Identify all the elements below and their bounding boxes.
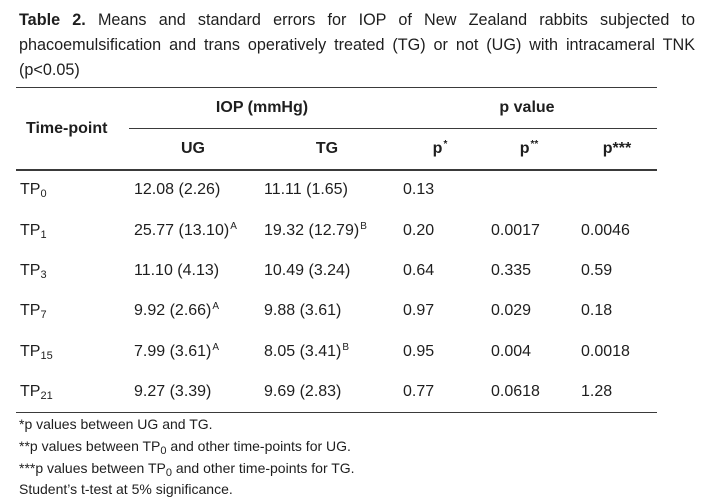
cell-p1: 0.13 [403, 181, 435, 198]
ug-value: 9.27 (3.39) [134, 383, 212, 400]
cell-tg: 8.05 (3.41)B [264, 342, 349, 364]
ug-value: 25.77 (13.10) [134, 222, 230, 239]
header-tg: TG [315, 140, 339, 157]
cell-ug: 9.27 (3.39) [134, 382, 212, 404]
cell-ug: 7.99 (3.61)A [134, 342, 219, 364]
footnote-1: *p values between UG and TG. [19, 416, 213, 432]
ug-sup: A [230, 221, 237, 232]
table-label: Table 2. [19, 11, 86, 29]
ug-value: 7.99 (3.61) [134, 343, 212, 360]
tg-sup: B [342, 342, 350, 353]
cell-timepoint: TP15 [20, 342, 53, 363]
header-p-ug-vs-tg: p* [433, 139, 448, 161]
cell-ug: 9.92 (2.66)A [134, 301, 219, 323]
footnote-3-text: ***p values between TP [19, 460, 166, 476]
cell-tg: 19.32 (12.79)B [264, 221, 367, 243]
footnote-4: Student’s t-test at 5% significance. [19, 481, 233, 497]
cell-p1: 0.20 [403, 222, 435, 239]
timepoint-sub: 1 [40, 229, 47, 241]
cell-p3: 0.0018 [581, 343, 630, 360]
timepoint-label: TP [20, 222, 41, 239]
timepoint-sub: 15 [40, 350, 53, 362]
table-top-rule [16, 87, 657, 88]
cell-p1: 0.64 [403, 262, 435, 279]
tg-value: 19.32 (12.79) [264, 222, 360, 239]
header-timepoint: Time-point [26, 120, 108, 137]
cell-p2: 0.004 [491, 343, 532, 360]
footnote-2-tail: and other time-points for UG. [166, 438, 351, 454]
footnote-2-text: **p values between TP [19, 438, 161, 454]
cell-timepoint: TP21 [20, 382, 53, 403]
footnote-3: ***p values between TP0 and other time-p… [19, 458, 355, 480]
tg-value: 9.69 (2.83) [264, 383, 342, 400]
cell-timepoint: TP7 [20, 301, 47, 322]
timepoint-sub: 7 [40, 309, 47, 321]
tg-value: 8.05 (3.41) [264, 343, 342, 360]
cell-p3: 0.59 [581, 262, 613, 279]
header-p1-label: p [432, 140, 443, 157]
cell-p1: 0.97 [403, 302, 435, 319]
cell-p1: 0.95 [403, 343, 435, 360]
footnote-2: **p values between TP0 and other time-po… [19, 436, 351, 458]
cell-ug: 11.10 (4.13) [134, 261, 220, 283]
footnote-3-tail: and other time-points for TG. [171, 460, 355, 476]
table-bottom-rule [16, 412, 657, 413]
table-caption: Table 2. Means and standard errors for I… [19, 8, 695, 83]
header-p-tg-timepoints: p*** [602, 140, 632, 157]
header-bottom-rule [16, 169, 657, 171]
header-p-value-group: p value [499, 99, 555, 116]
cell-p2: 0.029 [491, 302, 532, 319]
header-iop-group: IOP (mmHg) [215, 99, 309, 116]
footnote-3-sub: 0 [165, 467, 172, 479]
timepoint-label: TP [20, 302, 41, 319]
caption-text: Means and standard errors for IOP of New… [19, 11, 696, 79]
cell-ug: 12.08 (2.26) [134, 180, 221, 202]
tg-value: 10.49 (3.24) [264, 262, 351, 279]
cell-timepoint: TP0 [20, 180, 47, 201]
header-p2-sup: ** [530, 139, 539, 150]
tg-value: 9.88 (3.61) [264, 302, 342, 319]
group-header-rule [129, 128, 657, 129]
cell-timepoint: TP1 [20, 221, 47, 242]
header-p1-sup: * [443, 139, 448, 150]
header-p-ug-timepoints: p** [520, 139, 539, 161]
tg-value: 11.11 (1.65) [264, 181, 348, 198]
cell-tg: 9.69 (2.83) [264, 382, 342, 404]
timepoint-label: TP [20, 181, 41, 198]
cell-p3: 1.28 [581, 383, 613, 400]
ug-value: 11.10 (4.13) [134, 262, 220, 279]
cell-tg: 9.88 (3.61) [264, 301, 342, 323]
timepoint-label: TP [20, 262, 41, 279]
cell-p3: 0.18 [581, 302, 613, 319]
cell-p2: 0.0618 [491, 383, 540, 400]
cell-p3: 0.0046 [581, 222, 630, 239]
cell-tg: 10.49 (3.24) [264, 261, 351, 283]
timepoint-label: TP [20, 343, 41, 360]
header-ug: UG [181, 140, 205, 157]
cell-tg: 11.11 (1.65) [264, 180, 349, 202]
cell-timepoint: TP3 [20, 261, 47, 282]
cell-ug: 25.77 (13.10)A [134, 221, 237, 243]
footnote-2-sub: 0 [160, 445, 167, 457]
cell-p2: 0.0017 [491, 222, 540, 239]
cell-p2: 0.335 [491, 262, 532, 279]
header-p2-label: p [519, 140, 530, 157]
ug-value: 12.08 (2.26) [134, 181, 221, 198]
timepoint-label: TP [20, 383, 41, 400]
ug-sup: A [212, 301, 220, 312]
ug-sup: A [212, 342, 220, 353]
timepoint-sub: 21 [40, 390, 53, 402]
tg-sup: B [360, 221, 367, 232]
ug-value: 9.92 (2.66) [134, 302, 212, 319]
timepoint-sub: 0 [40, 188, 47, 200]
timepoint-sub: 3 [40, 269, 47, 281]
cell-p1: 0.77 [403, 383, 435, 400]
